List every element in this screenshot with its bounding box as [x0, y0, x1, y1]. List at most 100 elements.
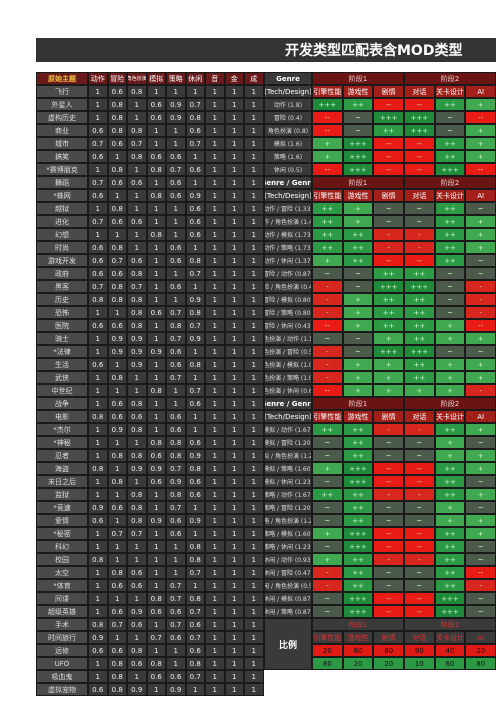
multiplier: 1: [166, 540, 186, 553]
section-subheader: (Tech/Design): [264, 189, 312, 202]
multiplier: 0.8: [185, 657, 205, 670]
genre-label: 策略 / 冒险 (1.20): [264, 501, 312, 514]
multiplier: 0.7: [88, 176, 108, 189]
rating-cell: ++: [342, 514, 374, 527]
multiplier: 1: [88, 475, 108, 488]
multiplier: 1: [244, 540, 264, 553]
multiplier: 0.7: [166, 371, 186, 384]
multiplier: 1: [185, 345, 205, 358]
genre-label: 模拟 / 策略 (1.60): [264, 462, 312, 475]
multiplier: 1: [88, 85, 108, 98]
multiplier: 0.7: [185, 670, 205, 683]
multiplier: 1: [244, 618, 264, 631]
multiplier: 0.6: [88, 358, 108, 371]
multiplier: 1: [205, 85, 225, 98]
multiplier: 0.8: [166, 449, 186, 462]
multiplier: 1: [224, 592, 244, 605]
multiplier: 1: [244, 501, 264, 514]
rating-cell: ~: [465, 254, 496, 267]
rating-cell: ++: [312, 423, 343, 436]
multiplier: 0.6: [127, 215, 147, 228]
multiplier: 1: [185, 501, 205, 514]
multiplier: 0.9: [107, 345, 127, 358]
rating-cell: --: [373, 592, 404, 605]
rating-cell: ++: [434, 137, 466, 150]
ratio-value: 40: [434, 644, 466, 657]
multiplier: 1: [185, 371, 205, 384]
theme-name: 吸血鬼: [36, 670, 88, 683]
theme-name: 恐怖: [36, 306, 88, 319]
multiplier: 1: [107, 514, 127, 527]
genre-label: 模拟 / 动作 (1.67): [264, 423, 312, 436]
genre-label: 策略 / 角色扮演 (1.27): [264, 514, 312, 527]
multiplier: 1: [224, 514, 244, 527]
rating-cell: ++: [373, 293, 404, 306]
rating-cell: +: [434, 449, 466, 462]
rating-cell: +++: [404, 124, 435, 137]
multiplier: 1: [127, 241, 147, 254]
ratio-value: 20: [465, 644, 496, 657]
rating-cell: ++: [434, 540, 466, 553]
multiplier: 1: [244, 176, 264, 189]
multiplier: 0.7: [88, 137, 108, 150]
multiplier: 1: [205, 566, 225, 579]
multiplier: 1: [205, 267, 225, 280]
multiplier: 1: [244, 371, 264, 384]
multiplier: 1: [224, 540, 244, 553]
multiplier: 1: [205, 293, 225, 306]
rating-cell: +: [465, 462, 496, 475]
multiplier: 0.6: [146, 306, 166, 319]
multiplier: 1: [88, 332, 108, 345]
multiplier: 1: [146, 397, 166, 410]
multiplier: 1: [166, 137, 186, 150]
rating-cell: +++: [342, 605, 374, 618]
rating-cell: -: [312, 579, 343, 592]
sub-header: 剧情: [373, 410, 404, 423]
multiplier: 1: [224, 605, 244, 618]
multiplier: 0.7: [127, 137, 147, 150]
multiplier: 0.6: [146, 449, 166, 462]
rating-cell: ++: [342, 579, 374, 592]
multiplier: 0.8: [127, 85, 147, 98]
rating-cell: +: [465, 137, 496, 150]
rating-cell: -: [312, 345, 343, 358]
theme-name: *杰尔: [36, 423, 88, 436]
multiplier: 1: [224, 293, 244, 306]
multiplier: 1: [205, 202, 225, 215]
rating-cell: +++: [342, 462, 374, 475]
theme-name: 忍者: [36, 449, 88, 462]
multiplier: 1: [88, 540, 108, 553]
multiplier: 0.7: [166, 163, 186, 176]
rating-cell: ++: [312, 488, 343, 501]
multiplier: 0.8: [107, 566, 127, 579]
theme-name: 商业: [36, 124, 88, 137]
multiplier: 1: [88, 98, 108, 111]
multiplier: 0.6: [166, 176, 186, 189]
multiplier: 1: [146, 85, 166, 98]
multiplier: 1: [224, 488, 244, 501]
multiplier: 1: [244, 202, 264, 215]
multiplier: 1: [224, 618, 244, 631]
multiplier: 1: [244, 111, 264, 124]
rating-cell: +: [342, 384, 374, 397]
rating-cell: ++: [404, 358, 435, 371]
rating-cell: +: [404, 384, 435, 397]
rating-cell: +: [434, 371, 466, 384]
multiplier: 1: [224, 254, 244, 267]
multiplier: 0.9: [185, 332, 205, 345]
multiplier: 1: [205, 423, 225, 436]
multiplier: 1: [107, 384, 127, 397]
multiplier: 1: [205, 605, 225, 618]
multiplier: 1: [146, 501, 166, 514]
multiplier: 0.6: [127, 254, 147, 267]
multiplier: 0.6: [146, 605, 166, 618]
multiplier: 1: [146, 202, 166, 215]
rating-cell: ~: [404, 579, 435, 592]
theme-name: 中世纪: [36, 384, 88, 397]
multiplier: 1: [224, 176, 244, 189]
multiplier: 0.9: [166, 111, 186, 124]
rating-cell: --: [465, 566, 496, 579]
multiplier: 1: [146, 241, 166, 254]
header-cell: 动作: [88, 72, 108, 85]
rating-cell: --: [404, 254, 435, 267]
